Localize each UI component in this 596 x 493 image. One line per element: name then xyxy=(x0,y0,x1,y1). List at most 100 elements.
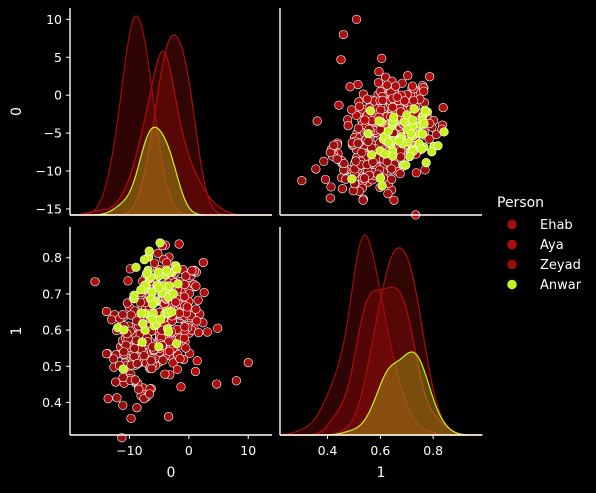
y-tick-label: 5 xyxy=(54,50,62,65)
scatter-point xyxy=(191,281,201,291)
scatter-point xyxy=(438,102,448,113)
scatter-point xyxy=(365,106,375,116)
x-tick-label: −10 xyxy=(116,443,142,458)
scatter-point xyxy=(147,314,157,324)
x-axis-label-0: 0 xyxy=(167,465,176,481)
scatter-point xyxy=(353,138,363,148)
scatter-point xyxy=(373,78,384,88)
scatter-point xyxy=(378,95,388,105)
scatter-point xyxy=(425,72,435,82)
scatter-point xyxy=(357,147,367,157)
scatter-point xyxy=(180,322,190,332)
scatter-point xyxy=(439,127,449,137)
scatter-point xyxy=(382,80,392,90)
y-tick-label: −5 xyxy=(44,126,62,141)
scatter-point xyxy=(389,112,399,122)
scatter-point xyxy=(343,121,353,131)
scatter-point xyxy=(132,402,142,413)
scatter-point xyxy=(377,53,387,63)
scatter-point xyxy=(319,156,329,166)
scatter-point xyxy=(172,364,182,374)
scatter-point xyxy=(392,92,402,102)
scatter-point xyxy=(400,96,410,106)
scatter-point xyxy=(389,195,399,205)
scatter-point xyxy=(360,115,370,125)
scatter-point xyxy=(345,82,355,92)
scatter-point xyxy=(136,285,146,295)
scatter-point xyxy=(363,136,373,147)
scatter-point xyxy=(158,355,168,365)
scatter-point xyxy=(130,375,140,385)
scatter-point xyxy=(118,364,128,374)
x-tick-label: 0.4 xyxy=(318,443,338,458)
scatter-point xyxy=(137,337,147,347)
scatter-point xyxy=(394,136,404,146)
scatter-point xyxy=(326,182,336,192)
scatter-point xyxy=(153,248,163,258)
scatter-point xyxy=(168,289,178,299)
scatter-point xyxy=(156,314,166,324)
scatter-point xyxy=(406,129,416,139)
scatter-point xyxy=(129,290,139,300)
scatter-point xyxy=(139,351,149,361)
scatter-point xyxy=(420,105,430,115)
scatter-point xyxy=(138,319,148,329)
scatter-point xyxy=(351,156,361,166)
scatter-point xyxy=(231,376,241,386)
scatter-point xyxy=(119,347,129,357)
y-tick-label: 0.8 xyxy=(42,250,62,265)
scatter-point xyxy=(164,281,175,291)
scatter-point xyxy=(198,257,208,268)
scatter-point xyxy=(427,147,437,157)
scatter-point xyxy=(418,129,428,139)
scatter-point xyxy=(383,137,393,147)
scatter-point xyxy=(174,239,184,249)
scatter-point xyxy=(325,193,335,203)
scatter-point xyxy=(407,81,418,91)
scatter-point xyxy=(112,393,122,403)
scatter-point xyxy=(353,79,363,90)
scatter-point xyxy=(148,299,158,309)
scatter-point xyxy=(354,101,365,112)
legend-marker-zeyad xyxy=(507,259,517,270)
legend-label-ehab: Ehab xyxy=(540,218,573,233)
legend-label-zeyad: Zeyad xyxy=(540,258,581,273)
scatter-point xyxy=(336,55,346,65)
scatter-point xyxy=(107,315,117,325)
legend-label-anwar: Anwar xyxy=(540,278,582,293)
scatter-point xyxy=(101,306,112,317)
scatter-point xyxy=(419,118,429,129)
scatter-point xyxy=(243,358,253,368)
y-tick-label: 0.5 xyxy=(42,359,62,374)
scatter-point xyxy=(118,372,128,383)
scatter-point xyxy=(388,102,398,112)
scatter-point xyxy=(162,265,172,275)
scatter-point xyxy=(199,287,209,298)
scatter-point xyxy=(144,389,155,399)
scatter-point xyxy=(338,29,348,40)
scatter-point xyxy=(134,384,144,394)
scatter-point xyxy=(391,81,401,91)
scatter-point xyxy=(144,246,154,256)
scatter-point xyxy=(374,66,384,77)
scatter-point xyxy=(395,169,405,179)
scatter-point xyxy=(409,104,419,114)
scatter-point xyxy=(111,377,121,387)
scatter-point xyxy=(101,349,112,359)
x-axis-label-1: 1 xyxy=(377,465,386,481)
scatter-point xyxy=(407,115,418,125)
x-tick-label: 0.8 xyxy=(423,443,443,458)
scatter-point xyxy=(103,394,113,404)
y-tick-label: 0.6 xyxy=(42,323,62,338)
y-tick-label: −15 xyxy=(36,201,62,216)
scatter-point xyxy=(421,157,431,168)
scatter-point xyxy=(192,356,202,366)
scatter-point xyxy=(164,346,174,356)
scatter-point xyxy=(377,181,387,191)
scatter-point xyxy=(424,134,434,144)
scatter-point xyxy=(339,158,349,169)
scatter-point xyxy=(419,86,429,96)
scatter-point xyxy=(90,277,100,287)
scatter-point xyxy=(141,268,152,279)
legend-title: Person xyxy=(497,195,544,211)
